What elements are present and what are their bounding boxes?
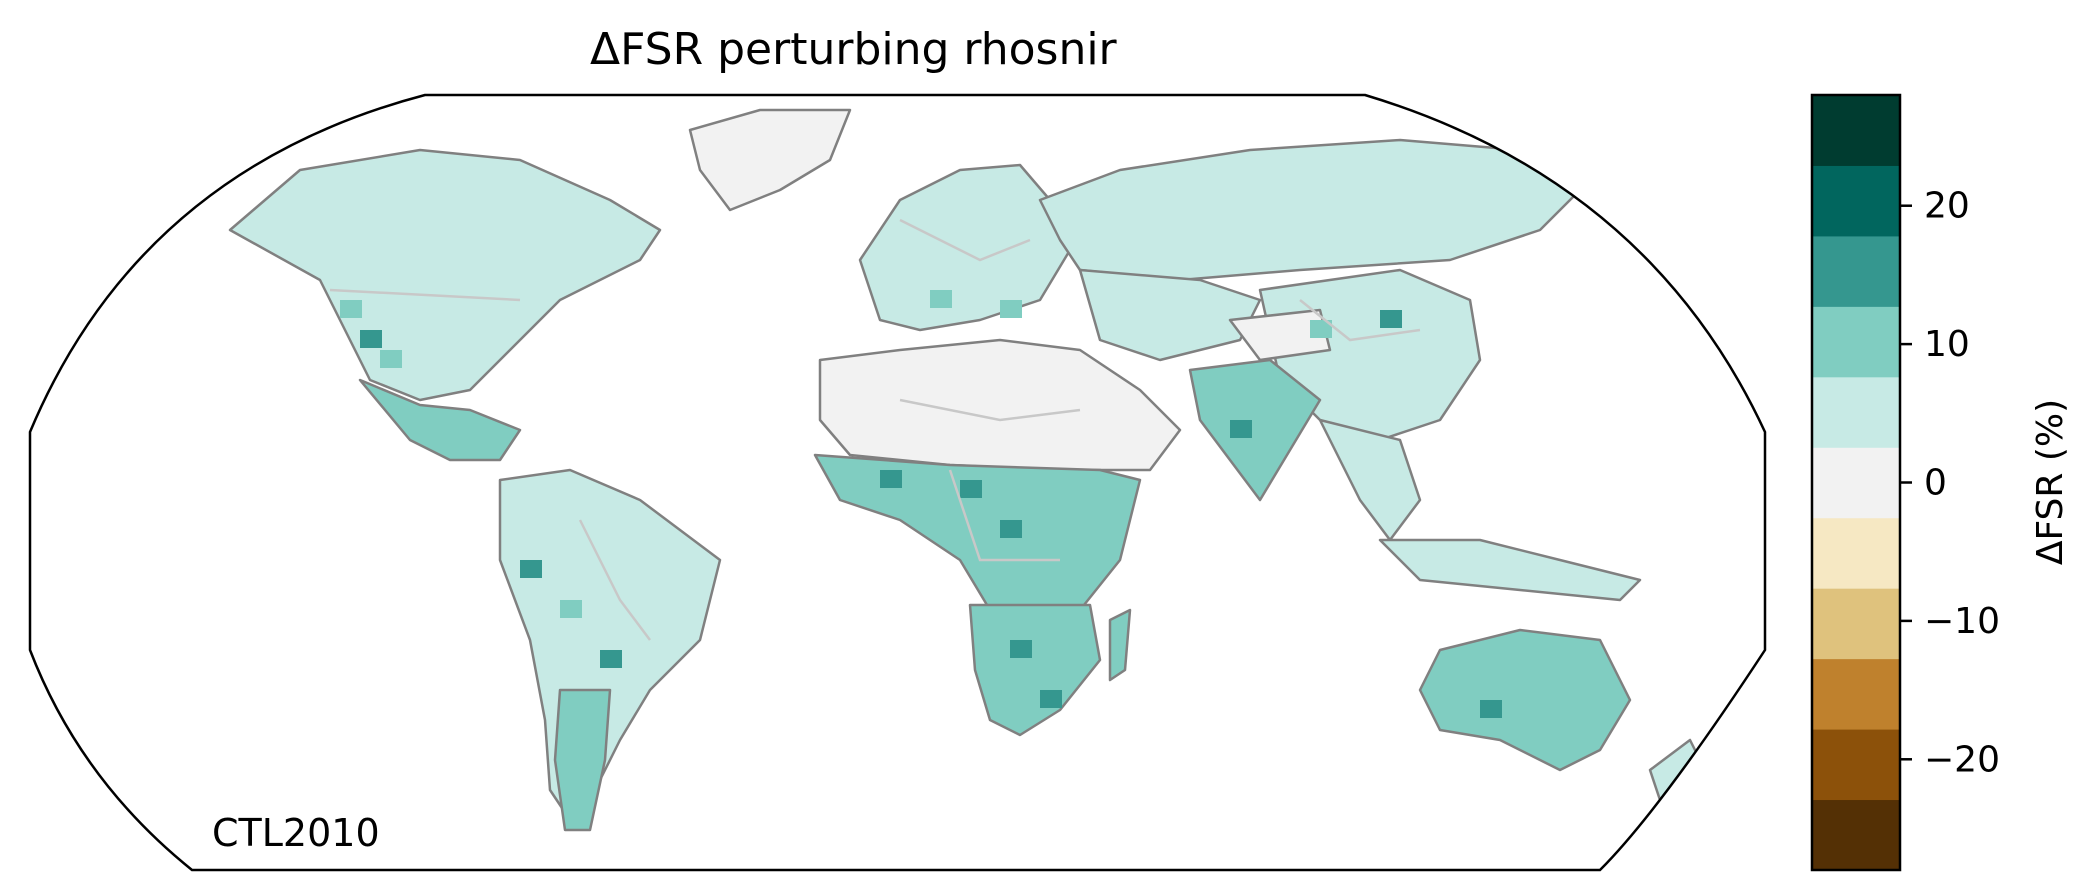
colorbar-tick-label: 20	[1924, 186, 1970, 227]
grid-cell	[1010, 640, 1032, 658]
grid-cell	[1550, 690, 1572, 708]
grid-cell	[1480, 700, 1502, 718]
colorbar-bin	[1812, 588, 1900, 660]
border-line	[948, 469, 1060, 562]
run-label: CTL2010	[212, 811, 380, 855]
border-line	[1299, 299, 1421, 342]
colorbar-bin	[1812, 95, 1900, 166]
country-borders	[329, 218, 1421, 641]
colorbar-ticks: 20 10 0 −10 −20	[1900, 186, 2000, 780]
map-region	[818, 338, 1182, 472]
grid-cell	[1000, 520, 1022, 538]
grid-cell	[1230, 420, 1252, 438]
colorbar-bin	[1812, 447, 1900, 519]
colorbar-bin	[1812, 165, 1900, 237]
border-line	[329, 288, 521, 302]
grid-cell	[1000, 300, 1022, 318]
colorbar-bin	[1812, 517, 1900, 589]
colorbar-bins	[1812, 95, 1900, 871]
map-region	[228, 148, 662, 402]
globe-outline	[28, 93, 1767, 872]
colorbar-bin	[1812, 306, 1900, 378]
grid-cell	[1310, 320, 1332, 338]
border-line	[899, 398, 1081, 422]
grid-cell	[520, 560, 542, 578]
colorbar-bin	[1812, 235, 1900, 307]
map-region	[1108, 608, 1132, 682]
grid-cell	[560, 600, 582, 618]
grid-cell	[960, 480, 982, 498]
grid-cell	[360, 330, 382, 348]
grid-cell	[340, 300, 362, 318]
colorbar-bin	[1812, 376, 1900, 448]
colorbar-label: ΔFSR (%)	[2030, 399, 2071, 565]
map-region	[498, 468, 722, 822]
colorbar-bin	[1812, 658, 1900, 730]
map-region	[1418, 628, 1632, 772]
map-title: ΔFSR perturbing rhosnir	[590, 24, 1117, 75]
map-region	[1378, 538, 1642, 602]
map-region	[553, 688, 612, 832]
grid-cell	[600, 650, 622, 668]
colorbar-bin	[1812, 799, 1900, 871]
map-region	[358, 378, 522, 462]
grid-cell	[1380, 310, 1402, 328]
map-region	[1188, 358, 1322, 502]
grid-cell	[1040, 690, 1062, 708]
border-line	[899, 218, 1031, 262]
grid-cell	[930, 290, 952, 308]
map-region	[1228, 308, 1332, 362]
grid-cell	[880, 470, 902, 488]
colorbar-tick-label: 0	[1924, 463, 1947, 504]
grid-cell	[380, 350, 402, 368]
colorbar-bin	[1812, 729, 1900, 801]
map-region	[1078, 268, 1262, 362]
land-layer	[228, 108, 1702, 832]
map-region	[688, 108, 852, 212]
colorbar-tick-label: 10	[1924, 324, 1970, 365]
border-line	[578, 519, 651, 641]
colorbar-tick-label: −10	[1924, 601, 2000, 642]
map-region	[968, 603, 1102, 737]
colorbar-tick-label: −20	[1924, 739, 2000, 780]
